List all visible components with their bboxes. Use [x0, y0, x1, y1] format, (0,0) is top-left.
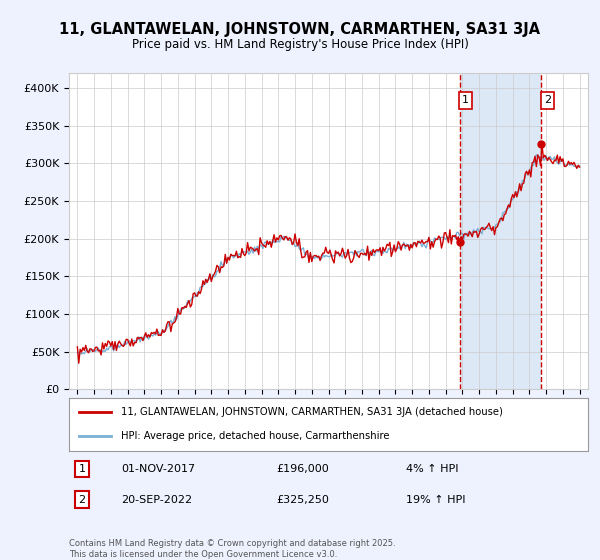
Text: £325,250: £325,250	[277, 494, 329, 505]
Text: 11, GLANTAWELAN, JOHNSTOWN, CARMARTHEN, SA31 3JA (detached house): 11, GLANTAWELAN, JOHNSTOWN, CARMARTHEN, …	[121, 407, 503, 417]
Text: 1: 1	[462, 95, 469, 105]
Text: 2: 2	[544, 95, 551, 105]
Text: 01-NOV-2017: 01-NOV-2017	[121, 464, 195, 474]
Text: 11, GLANTAWELAN, JOHNSTOWN, CARMARTHEN, SA31 3JA: 11, GLANTAWELAN, JOHNSTOWN, CARMARTHEN, …	[59, 22, 541, 38]
Text: £196,000: £196,000	[277, 464, 329, 474]
Text: 20-SEP-2022: 20-SEP-2022	[121, 494, 192, 505]
Bar	[460, 73, 541, 389]
Text: 19% ↑ HPI: 19% ↑ HPI	[406, 494, 466, 505]
Text: Price paid vs. HM Land Registry's House Price Index (HPI): Price paid vs. HM Land Registry's House …	[131, 38, 469, 51]
Text: HPI: Average price, detached house, Carmarthenshire: HPI: Average price, detached house, Carm…	[121, 431, 389, 441]
Text: 1: 1	[79, 464, 85, 474]
Text: 4% ↑ HPI: 4% ↑ HPI	[406, 464, 459, 474]
Text: Contains HM Land Registry data © Crown copyright and database right 2025.
This d: Contains HM Land Registry data © Crown c…	[69, 539, 395, 559]
Text: 2: 2	[79, 494, 86, 505]
